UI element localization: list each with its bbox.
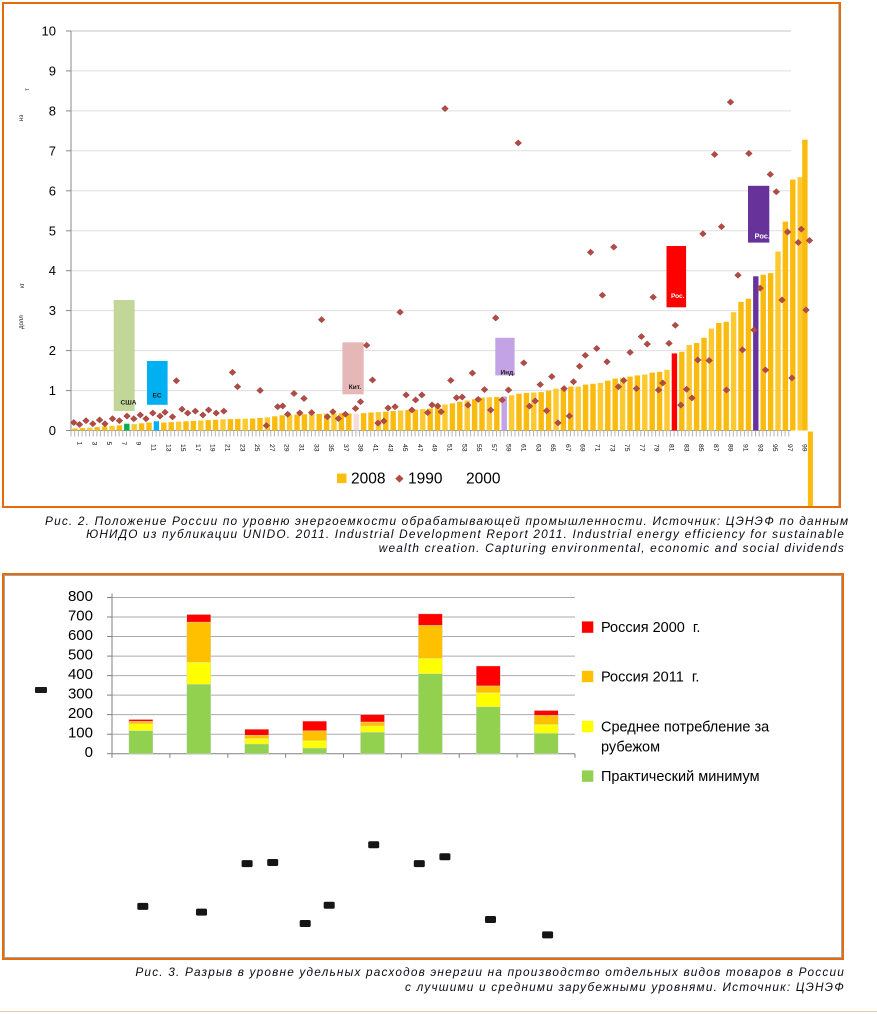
svg-text:5: 5 — [49, 223, 56, 238]
svg-text:3: 3 — [49, 303, 56, 318]
svg-text:кг: кг — [20, 282, 26, 288]
svg-text:69: 69 — [579, 444, 586, 452]
svg-text:нэ: нэ — [19, 115, 25, 121]
svg-text:29: 29 — [283, 444, 290, 452]
svg-text:ЕС: ЕС — [153, 393, 162, 400]
svg-text:47: 47 — [416, 444, 423, 452]
svg-text:400: 400 — [68, 666, 93, 683]
svg-text:71: 71 — [594, 444, 601, 452]
svg-text:57: 57 — [490, 444, 497, 452]
svg-text:17: 17 — [194, 444, 201, 452]
svg-text:4: 4 — [49, 263, 56, 278]
svg-text:27: 27 — [268, 444, 275, 452]
svg-text:7: 7 — [120, 442, 127, 446]
svg-text:3: 3 — [90, 442, 97, 446]
svg-text:1: 1 — [76, 442, 83, 446]
svg-text:63: 63 — [534, 444, 541, 452]
svg-text:США: США — [121, 400, 137, 407]
svg-text:43: 43 — [386, 444, 393, 452]
svg-text:2000: 2000 — [466, 471, 501, 488]
svg-text:53: 53 — [460, 444, 467, 452]
svg-text:37: 37 — [342, 444, 349, 452]
svg-text:600: 600 — [68, 627, 93, 644]
svg-text:67: 67 — [564, 444, 571, 452]
svg-text:0: 0 — [49, 423, 56, 438]
svg-text:87: 87 — [712, 444, 719, 452]
svg-text:75: 75 — [623, 444, 630, 452]
svg-text:Рос.: Рос. — [755, 231, 771, 240]
svg-text:800: 800 — [68, 588, 93, 605]
svg-text:41: 41 — [372, 444, 379, 452]
svg-text:Россия 2011 г.: Россия 2011 г. — [601, 670, 699, 686]
svg-text:55: 55 — [475, 444, 482, 452]
svg-text:59: 59 — [505, 444, 512, 452]
svg-text:2: 2 — [49, 343, 56, 358]
svg-text:11: 11 — [150, 444, 157, 451]
svg-text:45: 45 — [401, 444, 408, 452]
svg-text:2008: 2008 — [351, 471, 385, 488]
svg-text:83: 83 — [682, 444, 689, 452]
svg-text:61: 61 — [520, 444, 527, 452]
svg-text:23: 23 — [238, 444, 245, 452]
svg-text:Инд.: Инд. — [501, 370, 516, 377]
svg-text:77: 77 — [638, 444, 645, 452]
svg-text:долл: долл — [19, 315, 25, 329]
svg-text:6: 6 — [49, 183, 56, 198]
svg-text:Кит.: Кит. — [349, 384, 362, 391]
svg-text:73: 73 — [608, 444, 615, 452]
svg-text:79: 79 — [653, 444, 660, 452]
svg-text:25: 25 — [253, 444, 260, 452]
svg-text:5: 5 — [105, 442, 112, 446]
svg-text:15: 15 — [179, 444, 186, 452]
svg-text:Среднее потребление за: Среднее потребление за — [601, 720, 770, 736]
svg-text:51: 51 — [446, 444, 453, 452]
svg-text:31: 31 — [298, 444, 305, 452]
svg-text:рубежом: рубежом — [601, 739, 660, 755]
svg-text:65: 65 — [549, 444, 556, 452]
svg-text:91: 91 — [742, 444, 749, 452]
svg-text:97: 97 — [786, 444, 793, 452]
svg-text:Практический минимум: Практический минимум — [601, 769, 760, 785]
svg-text:9: 9 — [135, 442, 142, 446]
svg-text:95: 95 — [771, 444, 778, 452]
svg-text:1990: 1990 — [408, 471, 443, 488]
svg-text:19: 19 — [209, 444, 216, 452]
svg-text:0: 0 — [85, 744, 93, 761]
svg-text:49: 49 — [431, 444, 438, 452]
svg-text:39: 39 — [357, 444, 364, 452]
svg-text:700: 700 — [68, 608, 93, 625]
svg-text:200: 200 — [68, 705, 93, 722]
svg-text:1: 1 — [49, 383, 56, 398]
svg-text:Россия 2000 г.: Россия 2000 г. — [601, 620, 700, 636]
svg-text:10: 10 — [42, 24, 56, 39]
svg-text:33: 33 — [312, 444, 319, 452]
svg-text:13: 13 — [164, 444, 171, 452]
svg-text:8: 8 — [49, 103, 56, 118]
svg-text:7: 7 — [49, 143, 56, 158]
svg-text:Рос.: Рос. — [671, 293, 685, 300]
svg-text:85: 85 — [697, 444, 704, 452]
svg-text:93: 93 — [756, 444, 763, 452]
svg-text:89: 89 — [727, 444, 734, 452]
svg-text:21: 21 — [224, 444, 231, 452]
svg-text:35: 35 — [327, 444, 334, 452]
svg-text:300: 300 — [68, 686, 93, 703]
svg-text:99: 99 — [801, 444, 808, 452]
svg-text:500: 500 — [68, 647, 93, 664]
svg-text:т: т — [25, 88, 31, 91]
svg-text:81: 81 — [668, 444, 675, 452]
svg-text:9: 9 — [49, 63, 56, 78]
svg-text:100: 100 — [68, 725, 93, 742]
